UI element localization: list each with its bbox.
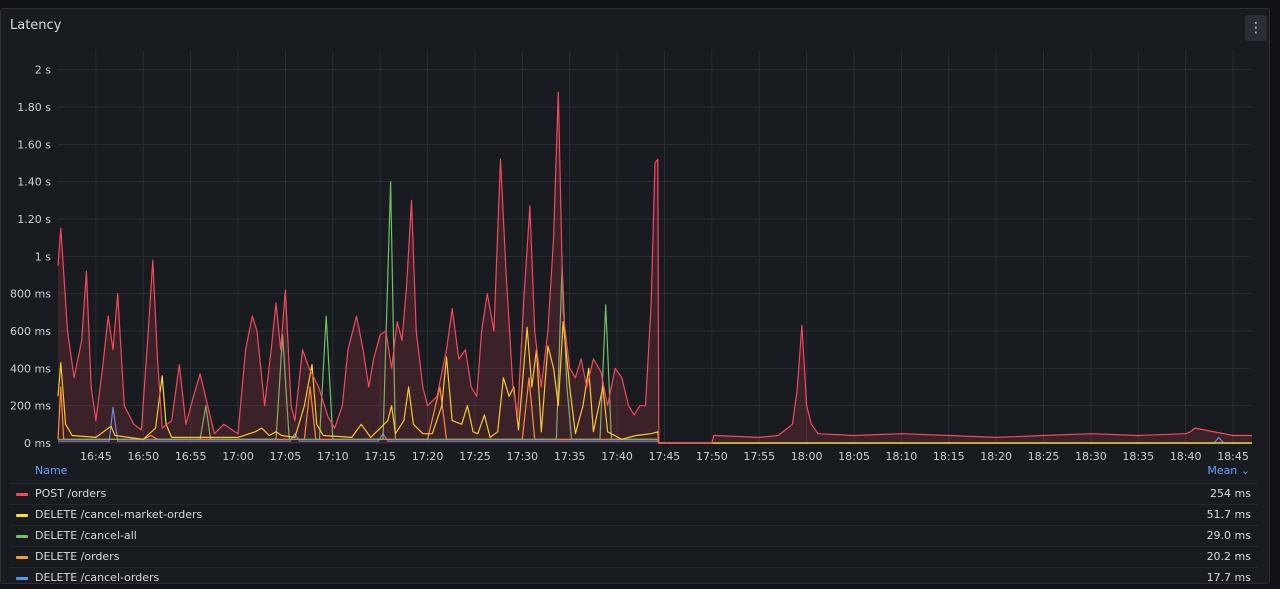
series-line (58, 181, 1252, 444)
legend-item[interactable]: POST /orders 254 ms (10, 483, 1258, 505)
x-tick-label: 17:20 (412, 450, 444, 463)
x-tick-label: 17:10 (317, 450, 349, 463)
x-tick-label: 17:00 (222, 450, 254, 463)
y-tick-label: 1.80 s (17, 101, 51, 114)
legend-series-mean: 51.7 ms (1206, 508, 1251, 521)
y-tick-label: 800 ms (10, 288, 51, 301)
x-tick-label: 17:35 (554, 450, 586, 463)
x-tick-label: 18:10 (886, 450, 918, 463)
legend-series-name: POST /orders (35, 487, 107, 500)
x-tick-label: 17:45 (649, 450, 681, 463)
panel-title: Latency (10, 18, 62, 33)
x-tick-label: 17:05 (270, 450, 302, 463)
x-tick-label: 17:15 (364, 450, 396, 463)
x-tick-label: 17:55 (743, 450, 775, 463)
y-tick-label: 0 ms (24, 437, 51, 450)
legend-series-mean: 29.0 ms (1206, 529, 1251, 542)
y-tick-label: 1 s (35, 250, 51, 263)
legend-series-name: DELETE /cancel-orders (35, 571, 160, 584)
kebab-menu-icon[interactable]: ⋮ (1245, 15, 1267, 41)
legend-series-name: DELETE /cancel-all (35, 529, 137, 542)
series-area (58, 92, 1252, 443)
x-tick-label: 16:50 (127, 450, 159, 463)
y-tick-label: 1.60 s (17, 138, 51, 151)
legend-swatch (16, 493, 28, 496)
x-tick-label: 18:20 (980, 450, 1012, 463)
legend-item[interactable]: DELETE /cancel-orders 17.7 ms (10, 567, 1258, 589)
legend-swatch (16, 577, 28, 580)
y-tick-label: 1.40 s (17, 176, 51, 189)
legend-name-header[interactable]: Name (35, 464, 68, 477)
latency-chart[interactable]: 0 ms 200 ms 400 ms 600 ms 800 ms 1 s 1.20 s 1.4… (0, 0, 1270, 464)
x-tick-label: 17:40 (601, 450, 633, 463)
x-tick-label: 17:50 (696, 450, 728, 463)
x-tick-label: 18:40 (1170, 450, 1202, 463)
y-tick-label: 2 s (35, 64, 51, 77)
x-tick-label: 18:45 (1217, 450, 1249, 463)
x-tick-label: 18:00 (791, 450, 823, 463)
x-tick-label: 18:35 (1122, 450, 1154, 463)
x-tick-label: 18:05 (838, 450, 870, 463)
legend-header: Name Mean ⌄ (0, 463, 1260, 482)
legend-item[interactable]: DELETE /cancel-all 29.0 ms (10, 525, 1258, 547)
legend-series-mean: 17.7 ms (1206, 571, 1251, 584)
series-line (57, 91, 1252, 444)
x-tick-label: 18:25 (1028, 450, 1060, 463)
x-tick-label: 16:45 (80, 450, 112, 463)
series-line (57, 321, 1252, 444)
x-tick-label: 16:55 (175, 450, 207, 463)
x-tick-label: 18:15 (933, 450, 965, 463)
legend-mean-header[interactable]: Mean ⌄ (1207, 464, 1250, 477)
latency-panel: Latency ⋮ (0, 8, 1270, 584)
x-tick-label: 17:25 (459, 450, 491, 463)
y-tick-label: 600 ms (10, 325, 51, 338)
x-tick-label: 17:30 (506, 450, 538, 463)
x-tick-label: 18:30 (1075, 450, 1107, 463)
legend-swatch (16, 535, 28, 538)
legend-swatch (16, 556, 28, 559)
legend-series-name: DELETE /orders (35, 550, 120, 563)
legend-series-mean: 254 ms (1210, 487, 1251, 500)
legend-item[interactable]: DELETE /cancel-market-orders 51.7 ms (10, 504, 1258, 526)
legend-swatch (16, 514, 28, 517)
legend-item[interactable]: DELETE /orders 20.2 ms (10, 546, 1258, 568)
y-tick-label: 1.20 s (17, 213, 51, 226)
legend-series-name: DELETE /cancel-market-orders (35, 508, 203, 521)
legend-series-mean: 20.2 ms (1206, 550, 1251, 563)
series-line (58, 406, 1252, 444)
y-tick-label: 200 ms (10, 400, 51, 413)
y-tick-label: 400 ms (10, 362, 51, 375)
